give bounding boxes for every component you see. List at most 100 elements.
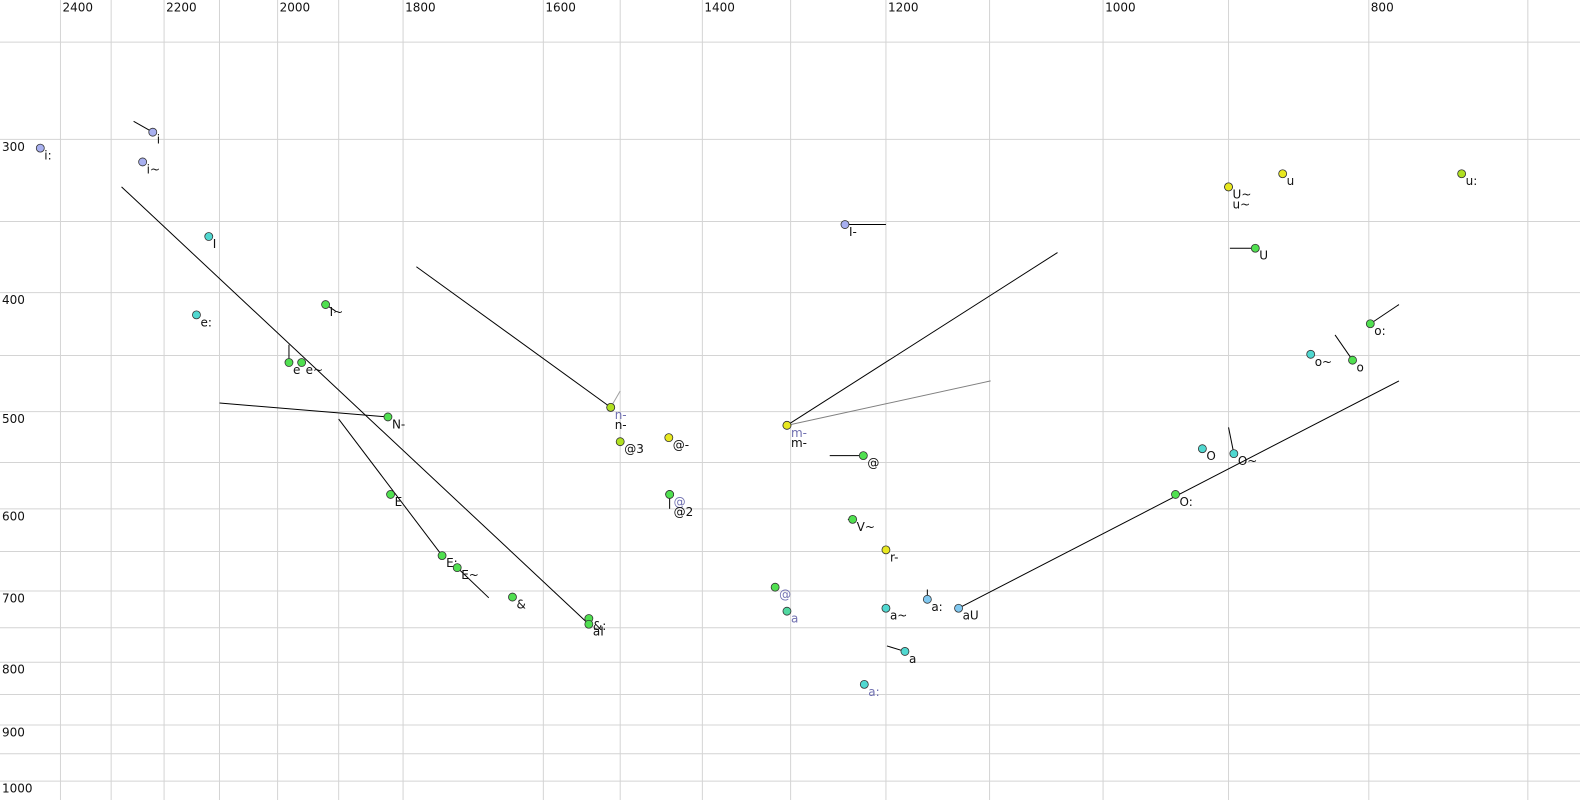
x-tick-label: 2000 [280,1,311,15]
vowel-label: aI [593,625,604,639]
vowel-point [284,358,294,367]
vowel-label: a: [868,685,879,699]
vowel-label: V~ [857,520,875,534]
trajectory [338,418,443,556]
y-tick-label: 300 [2,140,25,154]
trajectory [1334,334,1353,361]
vowel-point [192,310,201,320]
trajectory [416,266,612,408]
vowel-point [297,358,307,367]
vowel-label: N- [392,417,405,431]
vowel-label: i: [44,149,51,163]
vowel-point [881,545,891,555]
x-tick-label: 2200 [166,1,197,15]
y-tick-label: 500 [2,412,25,426]
vowel-label: aU [963,609,979,623]
vowel-label: o [1357,361,1364,375]
vowel-point [35,143,45,153]
vowel-label: e [293,363,300,377]
vowel-label: E~ [461,568,479,582]
vowel-point [1171,490,1180,499]
vowel-label: O [1206,449,1215,463]
vowel-point [1365,319,1375,329]
vowel-point [665,490,675,499]
vowel-label: o: [1374,324,1385,338]
vowel-point [881,603,891,613]
vowel-point [848,514,858,524]
vowel-label: &: [593,619,606,633]
vowel-point [606,402,616,412]
vowel-label: I- [849,225,857,239]
trajectory [1228,427,1235,454]
vowel-label: n- [615,418,627,432]
vowel-point [1229,449,1239,459]
vowel-label: e~ [306,363,323,377]
vowel-label: a~ [890,609,907,623]
x-tick-label: 2400 [62,1,93,15]
vowel-label: O: [1179,495,1192,509]
x-tick-label: 1400 [704,1,735,15]
y-tick-label: 900 [2,725,25,739]
vowel-point [383,412,393,422]
y-tick-label: 1000 [2,782,33,796]
vowel-label: E: [446,556,458,570]
vowel-label: & [516,598,525,612]
vowel-point [1348,355,1357,365]
vowel-point [1278,169,1288,179]
vowel-label: e: [200,315,211,329]
vowel-label: u [1287,174,1295,188]
vowel-label: @3 [624,442,644,456]
vowel-point [1306,349,1316,359]
vowel-point [782,420,792,430]
vowel-point [386,490,395,499]
vowel-label: u~ [1233,197,1251,211]
vowel-point [1197,444,1207,454]
vowel-point [1457,169,1467,179]
vowel-point [204,232,214,241]
vowel-label: @2 [674,505,694,519]
vowel-label: a [909,652,916,666]
x-tick-label: 1200 [888,1,919,15]
vowel-label: E [395,495,403,509]
vowel-label: @- [673,438,689,452]
trajectory [456,567,490,599]
vowel-label: u: [1466,174,1478,188]
vowel-point [452,563,462,573]
vowel-point [437,551,447,560]
vowel-label: a [791,612,798,626]
vowel-label: @ [779,588,791,602]
trajectory [121,186,590,625]
vowel-point [859,679,869,689]
y-tick-label: 400 [2,293,25,307]
y-tick-label: 700 [2,592,25,606]
y-tick-label: 800 [2,663,25,677]
vowel-label: @ [674,495,686,509]
vowel-point [858,451,868,461]
vowel-label: @ [867,456,879,470]
vowel-point [584,619,594,629]
vowel-point [922,594,932,604]
vowel-label: I~ [330,305,344,319]
vowel-label: O~ [1238,454,1258,468]
vowel-point [782,606,792,616]
vowel-point [840,220,850,229]
vowel-point [1224,182,1233,192]
vowel-point [615,437,625,447]
vowel-point [900,647,910,656]
vowel-point [138,157,148,167]
vowel-label: m- [791,436,807,450]
x-tick-label: 1600 [545,1,576,15]
y-tick-label: 600 [2,509,25,523]
vowel-label: U~ [1233,187,1252,201]
vowel-label: U [1259,249,1268,263]
x-tick-label: 1000 [1105,1,1136,15]
trajectory [1370,304,1400,325]
vowel-point [148,127,158,137]
vowel-label: I [213,237,217,251]
vowel-label: a: [931,600,942,614]
vowel-label: r- [890,550,899,564]
trajectory [786,252,1058,426]
vowel-point [770,582,780,592]
vowel-point [508,592,517,602]
